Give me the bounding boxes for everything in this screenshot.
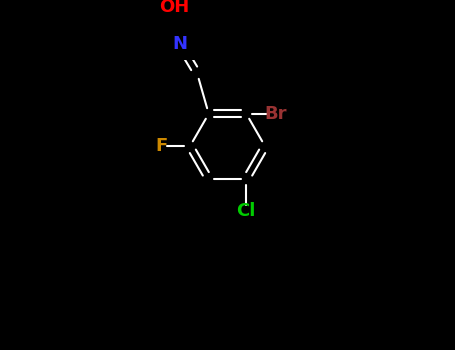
Text: F: F xyxy=(155,137,167,155)
Text: Br: Br xyxy=(264,105,287,123)
Text: OH: OH xyxy=(159,0,189,16)
Text: Cl: Cl xyxy=(237,202,256,220)
Text: N: N xyxy=(172,35,187,54)
